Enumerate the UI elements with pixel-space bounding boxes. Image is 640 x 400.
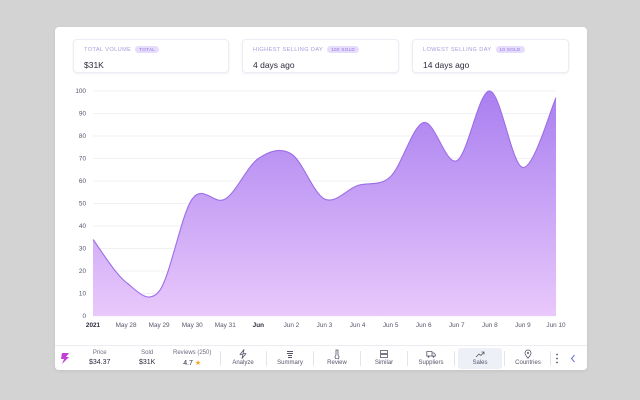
sales-button[interactable]: Sales bbox=[458, 348, 502, 369]
list-icon bbox=[287, 351, 293, 358]
x-tick-label: Jun 5 bbox=[383, 322, 399, 329]
button-label: Suppliers bbox=[418, 360, 444, 366]
suppliers-button[interactable]: Suppliers bbox=[409, 348, 453, 369]
stat-value: $31K bbox=[84, 60, 104, 70]
area-fill bbox=[93, 90, 556, 317]
x-tick-label: Jun bbox=[253, 322, 264, 329]
metric-label: Reviews (250) bbox=[173, 350, 212, 356]
metric-reviews: Reviews (250) 4.7 ★ bbox=[173, 350, 211, 367]
x-tick-label: Jun 7 bbox=[449, 322, 465, 329]
stat-badge: 100 SOLD bbox=[327, 46, 360, 53]
stat-title: HIGHEST SELLING DAY bbox=[253, 46, 324, 53]
trending-up-icon bbox=[475, 351, 485, 358]
stat-title: TOTAL VOLUME bbox=[84, 46, 132, 53]
layers-icon bbox=[380, 350, 388, 358]
divider bbox=[313, 351, 314, 366]
metric-sold: Sold $31K bbox=[139, 350, 155, 366]
y-tick-label: 50 bbox=[79, 201, 87, 208]
y-tick-label: 80 bbox=[79, 133, 87, 140]
metric-value: $34.37 bbox=[89, 359, 111, 366]
x-tick-label: Jun 3 bbox=[317, 322, 333, 329]
y-tick-label: 10 bbox=[79, 291, 87, 298]
x-tick-label: May 30 bbox=[182, 322, 203, 329]
summary-button[interactable]: Summary bbox=[268, 348, 312, 369]
button-label: Summary bbox=[277, 360, 303, 366]
metric-label: Price bbox=[92, 350, 107, 356]
stat-badge: 10 SOLD bbox=[495, 46, 525, 53]
divider bbox=[220, 351, 221, 366]
y-tick-label: 30 bbox=[79, 246, 87, 253]
rating-value: 4.7 bbox=[183, 360, 193, 367]
x-tick-label: Jun 9 bbox=[515, 322, 531, 329]
similar-button[interactable]: Similar bbox=[362, 348, 406, 369]
x-tick-label: May 28 bbox=[116, 322, 137, 329]
bottom-toolbar: Price $34.37 Sold $31K Reviews (250) 4.7… bbox=[55, 345, 587, 370]
sales-area-chart: 0 10 20 30 40 50 60 70 80 90 100 2021 May 28 May 29 M… bbox=[75, 88, 566, 329]
more-options-icon[interactable] bbox=[553, 351, 561, 366]
stat-title: LOWEST SELLING DAY bbox=[423, 46, 492, 53]
button-label: Analyze bbox=[232, 360, 254, 366]
button-label: Review bbox=[327, 360, 347, 366]
x-tick-label: Jun 8 bbox=[482, 322, 498, 329]
x-tick-label: May 29 bbox=[149, 322, 170, 329]
map-pin-icon bbox=[524, 349, 532, 359]
stat-card-lowest-selling-day: LOWEST SELLING DAY 10 SOLD 14 days ago bbox=[412, 39, 569, 73]
review-button[interactable]: Review bbox=[315, 348, 359, 369]
divider bbox=[550, 351, 551, 366]
chevron-left-icon[interactable] bbox=[568, 352, 578, 365]
x-tick-label: May 31 bbox=[215, 322, 236, 329]
divider bbox=[266, 351, 267, 366]
x-tick-label: Jun 4 bbox=[350, 322, 366, 329]
thermometer-icon bbox=[334, 349, 340, 359]
y-tick-label: 70 bbox=[79, 156, 87, 163]
y-tick-label: 90 bbox=[79, 111, 87, 118]
rating-value-row: 4.7 ★ bbox=[173, 359, 211, 367]
y-tick-label: 20 bbox=[79, 268, 87, 275]
stat-badge: TOTAL bbox=[135, 46, 160, 53]
stats-row: TOTAL VOLUME TOTAL $31K HIGHEST SELLING … bbox=[73, 39, 569, 73]
divider bbox=[454, 351, 455, 366]
x-tick-label: Jun 2 bbox=[284, 322, 300, 329]
metric-label: Sold bbox=[141, 350, 154, 356]
countries-button[interactable]: Countries bbox=[506, 348, 550, 369]
divider bbox=[504, 351, 505, 366]
analyze-button[interactable]: Analyze bbox=[221, 348, 265, 369]
app-logo-icon bbox=[61, 353, 69, 364]
series-line bbox=[92, 90, 557, 298]
divider bbox=[407, 351, 408, 366]
stat-value: 14 days ago bbox=[423, 60, 470, 70]
metric-value: $31K bbox=[139, 359, 156, 366]
y-tick-label: 60 bbox=[79, 178, 87, 185]
y-tick-label: 100 bbox=[75, 88, 86, 95]
button-label: Sales bbox=[472, 360, 488, 366]
truck-icon bbox=[426, 351, 436, 358]
divider bbox=[360, 351, 361, 366]
metric-price: Price $34.37 bbox=[89, 350, 110, 366]
bolt-icon bbox=[239, 349, 247, 359]
x-tick-label: 2021 bbox=[86, 322, 101, 329]
stat-card-highest-selling-day: HIGHEST SELLING DAY 100 SOLD 4 days ago bbox=[242, 39, 399, 73]
y-tick-label: 0 bbox=[82, 313, 86, 320]
star-icon: ★ bbox=[194, 360, 202, 367]
button-label: Similar bbox=[374, 360, 394, 366]
x-tick-label: Jun 10 bbox=[546, 322, 566, 329]
x-tick-label: Jun 6 bbox=[416, 322, 432, 329]
button-label: Countries bbox=[515, 360, 541, 366]
y-tick-label: 40 bbox=[79, 223, 87, 230]
stat-value: 4 days ago bbox=[253, 60, 295, 70]
sales-panel: TOTAL VOLUME TOTAL $31K HIGHEST SELLING … bbox=[55, 27, 587, 370]
stat-card-total-volume: TOTAL VOLUME TOTAL $31K bbox=[73, 39, 229, 73]
